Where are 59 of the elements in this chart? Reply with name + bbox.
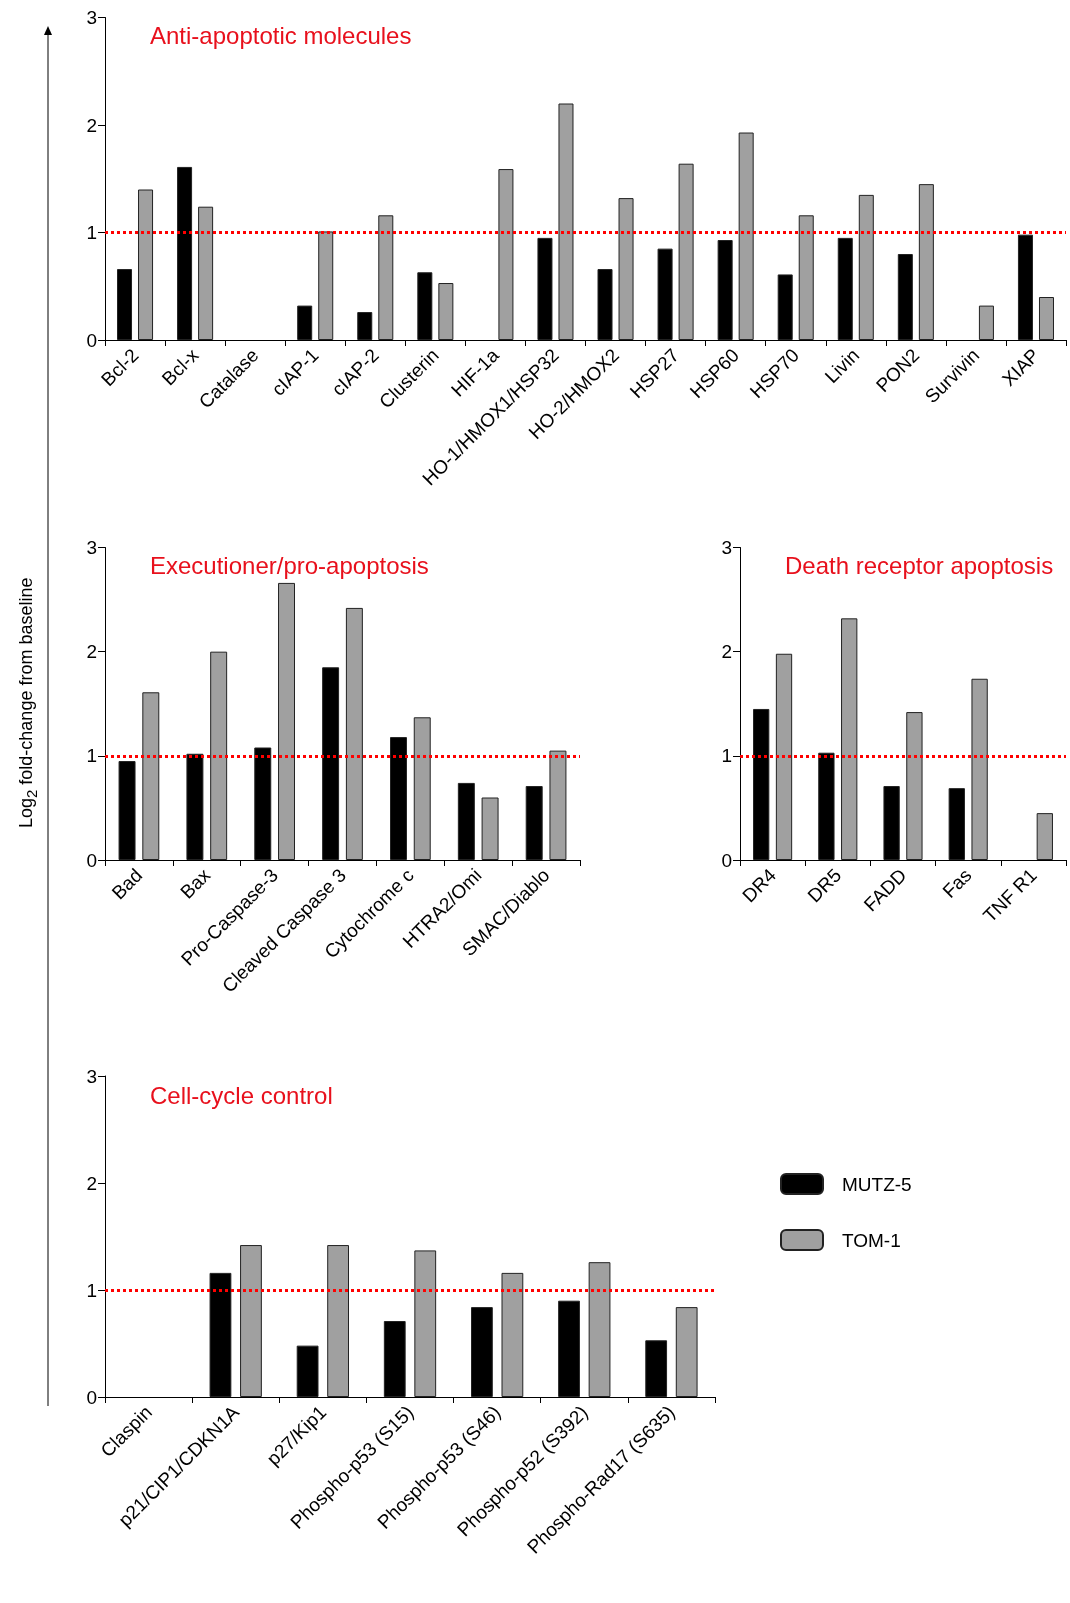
y-tick-label: 0 <box>86 1386 97 1408</box>
x-tick-label: TNF R1 <box>978 864 1041 927</box>
bar <box>858 194 874 340</box>
bar <box>775 653 793 860</box>
bar <box>558 103 574 340</box>
y-tick-label: 0 <box>86 329 97 351</box>
y-tick-label: 0 <box>721 849 732 871</box>
y-tick-label: 2 <box>86 1172 97 1194</box>
bar <box>414 1250 437 1397</box>
legend-label: TOM-1 <box>842 1229 901 1251</box>
bar <box>906 712 923 860</box>
bar <box>841 618 858 860</box>
bar <box>438 283 454 340</box>
bar <box>1038 297 1054 340</box>
bar <box>345 607 363 860</box>
y-tick-label: 1 <box>86 745 97 767</box>
y-tick-label: 0 <box>86 849 97 871</box>
chart-title: Death receptor apoptosis <box>785 551 1054 579</box>
x-tick-label: Livin <box>820 344 864 388</box>
bar <box>498 169 514 340</box>
bar <box>678 163 694 340</box>
bar <box>327 1245 349 1397</box>
y-tick-label: 1 <box>86 222 97 243</box>
bar <box>413 717 431 860</box>
legend-label: MUTZ-5 <box>842 1173 912 1195</box>
bar <box>378 215 394 340</box>
x-tick-label: Fas <box>938 864 976 902</box>
bar <box>971 678 988 860</box>
bar <box>549 750 567 860</box>
bar <box>798 215 814 340</box>
y-tick-label: 1 <box>721 745 732 767</box>
chart-title: Anti-apoptotic molecules <box>150 21 412 49</box>
bar <box>198 206 214 340</box>
bar <box>618 198 634 340</box>
bar <box>588 1262 611 1397</box>
y-tick-label: 2 <box>86 114 97 136</box>
bar <box>918 184 934 340</box>
chart-title: Cell-cycle control <box>150 1081 333 1109</box>
y-tick-label: 2 <box>86 641 97 663</box>
y-tick-label: 3 <box>86 1065 97 1087</box>
chart-title: Executioner/pro-apoptosis <box>150 551 429 579</box>
x-tick-label: Bad <box>107 864 147 904</box>
bar <box>978 305 994 340</box>
bar <box>318 231 334 340</box>
y-tick-label: 3 <box>86 7 97 28</box>
bar <box>138 189 154 340</box>
y-tick-label: 2 <box>721 641 732 663</box>
y-tick-label: 1 <box>86 1279 97 1301</box>
bar <box>1036 813 1053 860</box>
bar <box>142 692 160 860</box>
bar <box>278 582 295 860</box>
bar <box>240 1245 262 1397</box>
bar <box>675 1307 698 1397</box>
bar <box>481 797 499 860</box>
bar <box>501 1272 524 1397</box>
y-tick-label: 3 <box>721 537 732 558</box>
bar <box>210 651 228 860</box>
bar <box>738 132 754 340</box>
y-tick-label: 3 <box>86 537 97 558</box>
